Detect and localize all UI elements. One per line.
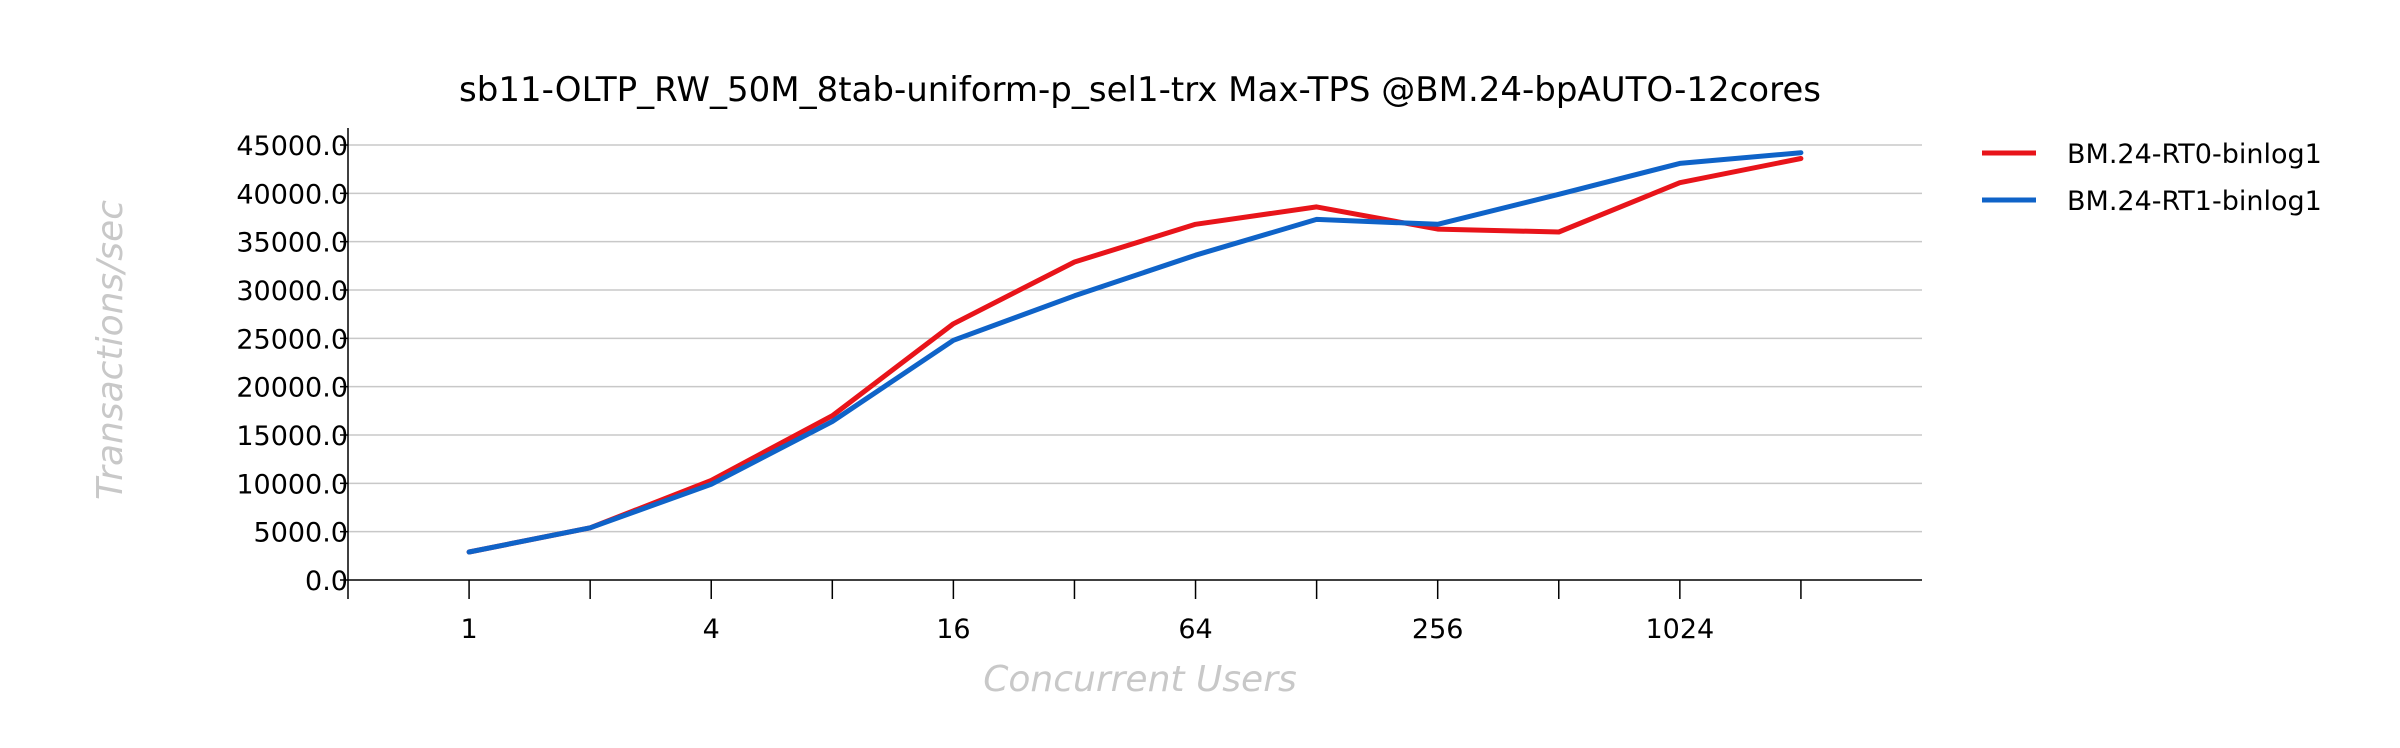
x-tick-label: 4 [703,614,720,645]
y-tick-label: 25000.0 [236,324,348,355]
legend: BM.24-RT0-binlog1 BM.24-RT1-binlog1 [1982,139,2322,217]
y-tick-label: 15000.0 [236,421,348,452]
x-tick-label: 256 [1412,614,1464,645]
y-tick-label: 35000.0 [236,228,348,259]
series-line-1 [466,156,1804,555]
y-tick-label: 20000.0 [236,373,348,404]
y-tick-label: 5000.0 [254,518,348,549]
series-lines [466,150,1804,555]
series-line-2 [466,150,1804,555]
x-tick-label: 1 [460,614,477,645]
x-axis-label: Concurrent Users [983,659,1297,700]
chart-title: sb11-OLTP_RW_50M_8tab-uniform-p_sel1-trx… [459,70,1821,110]
y-tick-label: 0.0 [305,566,348,597]
x-tick-label: 64 [1178,614,1212,645]
legend-item: BM.24-RT1-binlog1 [1982,186,2322,217]
x-tick-label: 16 [936,614,970,645]
y-tick-label: 45000.0 [236,131,348,162]
x-tick-label: 1024 [1645,614,1714,645]
legend-label: BM.24-RT0-binlog1 [2067,139,2322,170]
y-tick-label: 10000.0 [236,469,348,500]
tick-labels: 0.0 5000.0 10000.0 15000.0 20000.0 25000.0 300… [236,131,1714,645]
gridlines [348,144,1922,533]
legend-item: BM.24-RT0-binlog1 [1982,139,2322,170]
y-tick-label: 30000.0 [236,276,348,307]
y-axis-label: Transactions/sec [90,200,131,500]
y-tick-label: 40000.0 [236,179,348,210]
axes [340,128,1922,599]
legend-label: BM.24-RT1-binlog1 [2067,186,2322,217]
